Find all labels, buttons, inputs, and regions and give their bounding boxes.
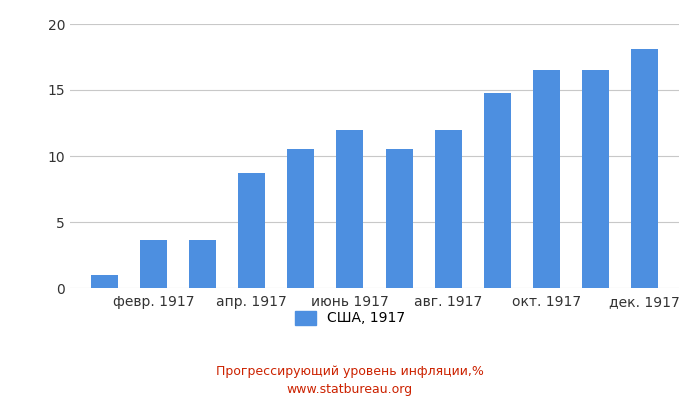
Bar [189,240,216,288]
Bar [91,275,118,288]
Legend: США, 1917: США, 1917 [289,305,411,331]
Text: www.statbureau.org: www.statbureau.org [287,384,413,396]
Bar [386,149,412,288]
Bar [631,49,658,288]
Bar [582,70,609,288]
Bar [287,149,314,288]
Text: Прогрессирующий уровень инфляции,%: Прогрессирующий уровень инфляции,% [216,366,484,378]
Bar [337,130,363,288]
Bar [533,70,560,288]
Bar [140,240,167,288]
Bar [435,130,462,288]
Bar [238,173,265,288]
Bar [484,93,511,288]
